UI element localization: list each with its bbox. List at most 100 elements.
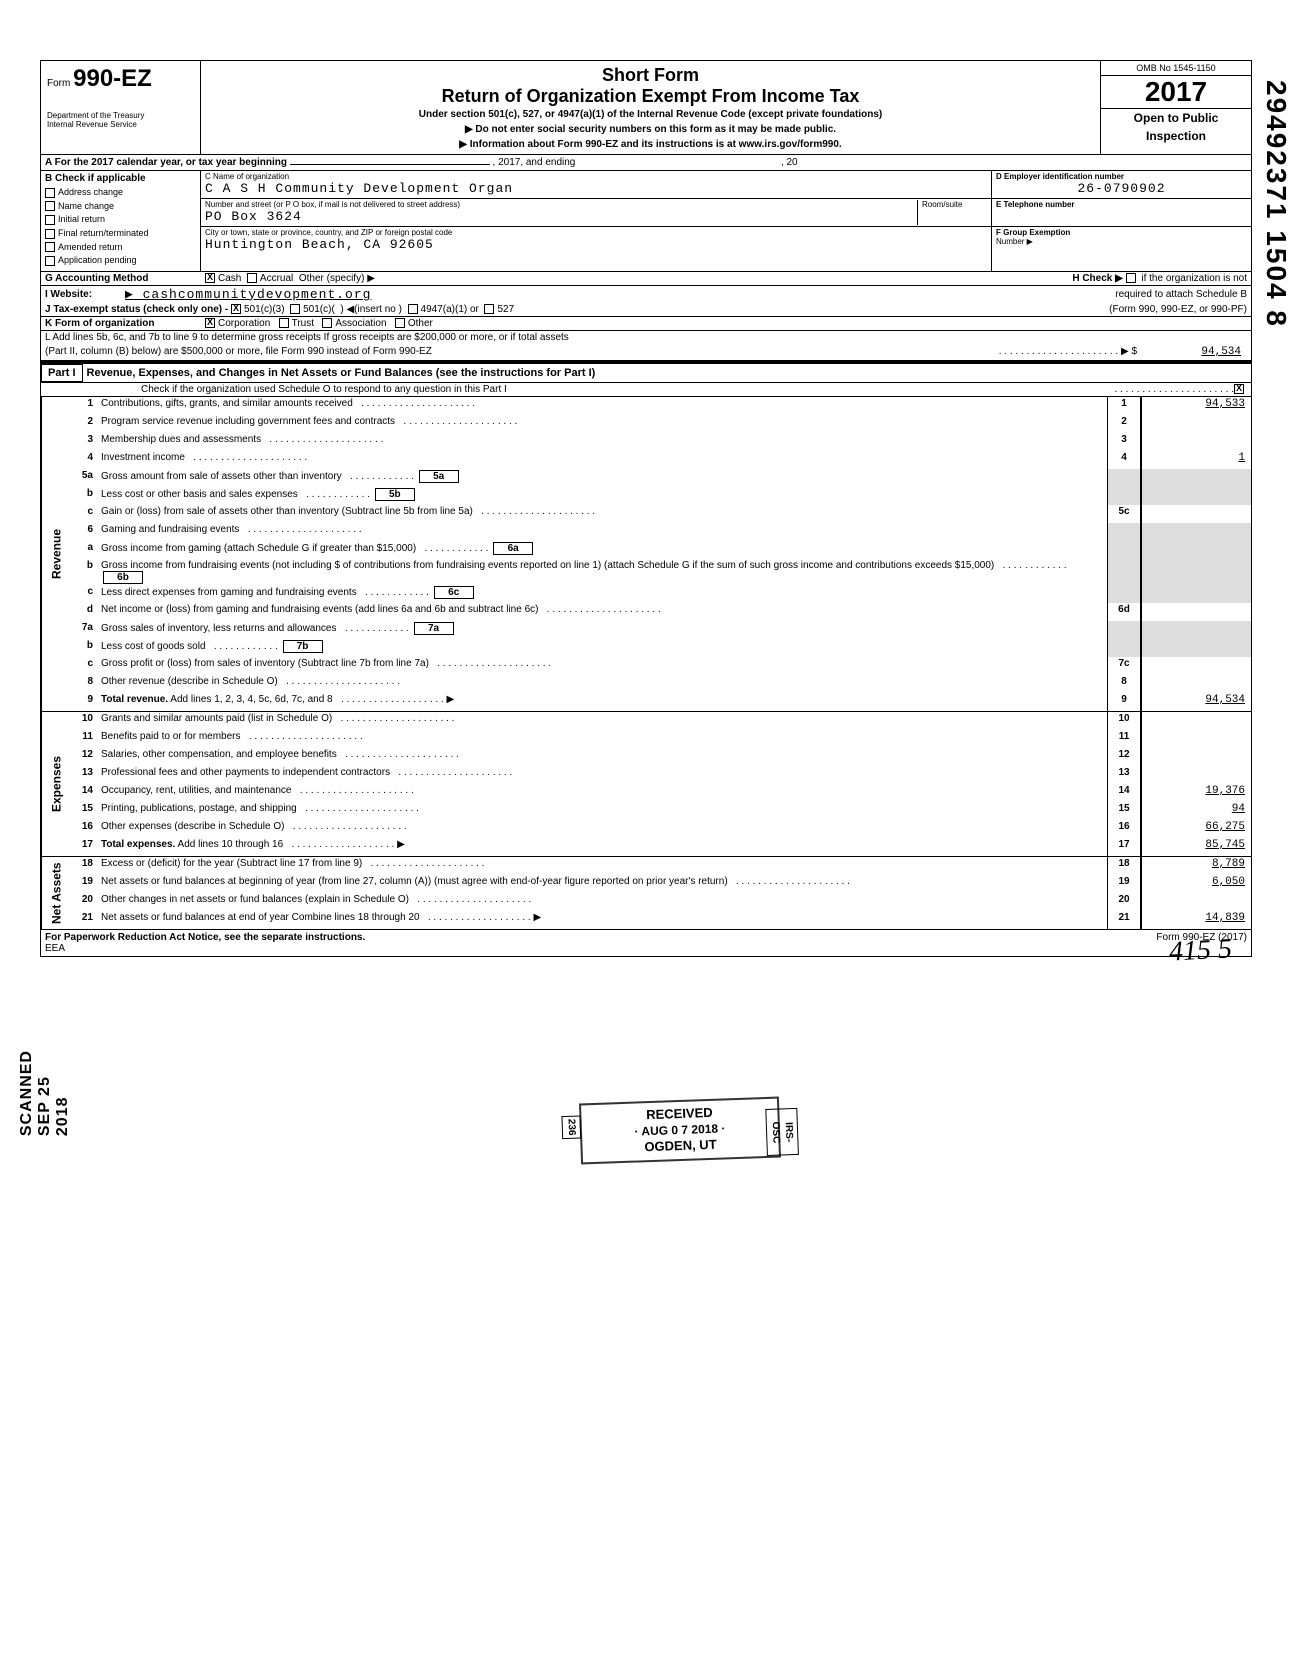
lbl-insert: (insert no ) xyxy=(354,304,402,315)
line-box: 9 xyxy=(1107,693,1141,711)
line-desc: Gross income from fundraising events (no… xyxy=(97,559,1107,585)
side-netassets: Net Assets xyxy=(41,857,71,929)
line-k: K Form of organization xyxy=(45,318,205,329)
line-num: b xyxy=(71,487,97,505)
line-amount-grey xyxy=(1141,541,1251,559)
phone-label: E Telephone number xyxy=(996,200,1247,209)
dept-treasury: Department of the Treasury xyxy=(47,111,194,120)
form-line-8: 8Other revenue (describe in Schedule O) … xyxy=(71,675,1251,693)
line-box: 16 xyxy=(1107,820,1141,838)
line-desc: Net assets or fund balances at beginning… xyxy=(97,875,1107,893)
line-box: 12 xyxy=(1107,748,1141,766)
line-box-grey xyxy=(1107,639,1141,657)
line-num: 21 xyxy=(71,911,97,929)
chk-501c[interactable] xyxy=(290,304,300,314)
line-amount: 94 xyxy=(1141,802,1251,820)
form-label: Form xyxy=(47,78,70,89)
form-line-20: 20Other changes in net assets or fund ba… xyxy=(71,893,1251,911)
line-desc: Less cost of goods sold . . . . . . . . … xyxy=(97,639,1107,657)
part1-title: Revenue, Expenses, and Changes in Net As… xyxy=(83,365,600,381)
chk-pending[interactable] xyxy=(45,256,55,266)
form-line-c: cLess direct expenses from gaming and fu… xyxy=(71,585,1251,603)
chk-accrual[interactable] xyxy=(247,273,257,283)
lbl-final: Final return/terminated xyxy=(58,228,149,238)
inspection: Inspection xyxy=(1101,127,1251,145)
line-num: 15 xyxy=(71,802,97,820)
line-desc: Membership dues and assessments . . . . … xyxy=(97,433,1107,451)
line-desc: Grants and similar amounts paid (list in… xyxy=(97,712,1107,730)
chk-name[interactable] xyxy=(45,201,55,211)
form-line-d: dNet income or (loss) from gaming and fu… xyxy=(71,603,1251,621)
line-amount: 94,534 xyxy=(1141,693,1251,711)
line-desc: Gaming and fundraising events . . . . . … xyxy=(97,523,1107,541)
form-line-a: aGross income from gaming (attach Schedu… xyxy=(71,541,1251,559)
line-amount xyxy=(1141,893,1251,911)
form-line-13: 13Professional fees and other payments t… xyxy=(71,766,1251,784)
line-desc: Program service revenue including govern… xyxy=(97,415,1107,433)
line-num: 18 xyxy=(71,857,97,875)
line-box: 5c xyxy=(1107,505,1141,523)
line-box-grey xyxy=(1107,559,1141,585)
chk-corp[interactable] xyxy=(205,318,215,328)
line-num: b xyxy=(71,639,97,657)
line-amount xyxy=(1141,603,1251,621)
line-box: 19 xyxy=(1107,875,1141,893)
line-num: 16 xyxy=(71,820,97,838)
chk-h[interactable] xyxy=(1126,273,1136,283)
line-desc: Total revenue. Add lines 1, 2, 3, 4, 5c,… xyxy=(97,693,1107,711)
line-amount-grey xyxy=(1141,621,1251,639)
lbl-501c: 501(c)( xyxy=(303,304,335,315)
chk-other-org[interactable] xyxy=(395,318,405,328)
line-box: 3 xyxy=(1107,433,1141,451)
chk-trust[interactable] xyxy=(279,318,289,328)
side-revenue: Revenue xyxy=(41,397,71,711)
chk-501c3[interactable] xyxy=(231,304,241,314)
footer-notice: For Paperwork Reduction Act Notice, see … xyxy=(45,932,365,943)
line-num: 3 xyxy=(71,433,97,451)
revenue-section: Revenue 1Contributions, gifts, grants, a… xyxy=(41,397,1251,712)
chk-cash[interactable] xyxy=(205,273,215,283)
subtitle: Under section 501(c), 527, or 4947(a)(1)… xyxy=(211,109,1090,120)
line-desc: Less cost or other basis and sales expen… xyxy=(97,487,1107,505)
h-text3: (Form 990, 990-EZ, or 990-PF) xyxy=(1109,304,1247,315)
form-line-16: 16Other expenses (describe in Schedule O… xyxy=(71,820,1251,838)
tax-year: 2017 xyxy=(1101,76,1251,109)
h-text2: required to attach Schedule B xyxy=(1115,289,1247,300)
street-label: Number and street (or P O box, if mail i… xyxy=(205,200,917,209)
chk-schedule-o[interactable] xyxy=(1234,384,1244,394)
chk-address[interactable] xyxy=(45,188,55,198)
line-num: 2 xyxy=(71,415,97,433)
lbl-other-method: Other (specify) ▶ xyxy=(299,273,375,284)
chk-assoc[interactable] xyxy=(322,318,332,328)
line-box: 1 xyxy=(1107,397,1141,415)
room-label: Room/suite xyxy=(922,200,987,209)
org-name-label: C Name of organization xyxy=(205,172,987,181)
chk-initial[interactable] xyxy=(45,215,55,225)
chk-amended[interactable] xyxy=(45,242,55,252)
city-value: Huntington Beach, CA 92605 xyxy=(205,237,987,252)
group-label: F Group Exemption xyxy=(996,228,1247,237)
chk-527[interactable] xyxy=(484,304,494,314)
line-amount xyxy=(1141,415,1251,433)
stamp-side-num: 236 xyxy=(561,1115,581,1138)
line-amount: 94,533 xyxy=(1141,397,1251,415)
line-box: 15 xyxy=(1107,802,1141,820)
line-box: 17 xyxy=(1107,838,1141,856)
line-amount: 85,745 xyxy=(1141,838,1251,856)
part1-header-row: Part I Revenue, Expenses, and Changes in… xyxy=(41,362,1251,383)
lbl-name: Name change xyxy=(58,201,114,211)
form-line-12: 12Salaries, other compensation, and empl… xyxy=(71,748,1251,766)
chk-4947[interactable] xyxy=(408,304,418,314)
line-num: 13 xyxy=(71,766,97,784)
form-line-3: 3Membership dues and assessments . . . .… xyxy=(71,433,1251,451)
line-desc: Gross amount from sale of assets other t… xyxy=(97,469,1107,487)
line-desc: Total expenses. Add lines 10 through 16 … xyxy=(97,838,1107,856)
line-h: H Check ▶ xyxy=(1072,273,1122,284)
lbl-cash: Cash xyxy=(218,273,241,284)
org-name: C A S H Community Development Organ xyxy=(205,181,987,196)
line-desc: Gain or (loss) from sale of assets other… xyxy=(97,505,1107,523)
footer-eea: EEA xyxy=(45,943,65,954)
chk-final[interactable] xyxy=(45,229,55,239)
line-desc: Occupancy, rent, utilities, and maintena… xyxy=(97,784,1107,802)
lbl-assoc: Association xyxy=(335,318,386,329)
